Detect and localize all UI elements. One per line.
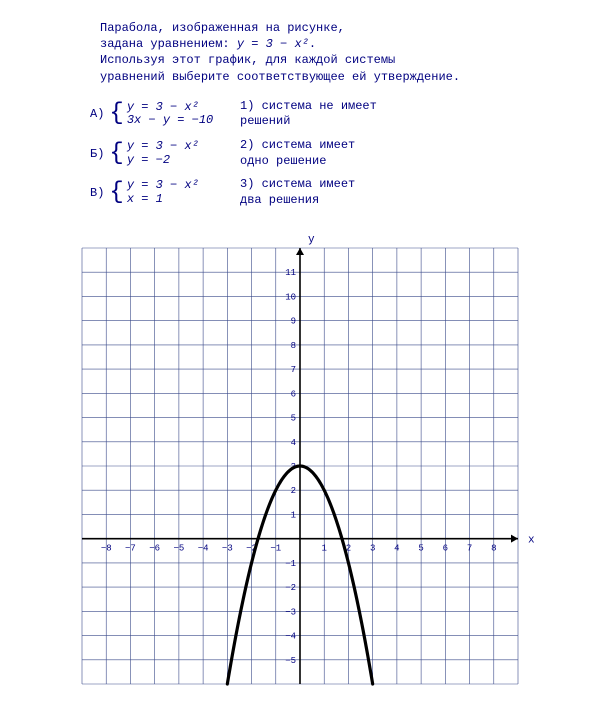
brace-icon: { xyxy=(109,142,123,166)
svg-text:−1: −1 xyxy=(270,544,281,554)
answer-3: 3) система имеет два решения xyxy=(240,177,580,208)
svg-text:−3: −3 xyxy=(222,544,233,554)
option-a-label: А) xyxy=(90,107,104,121)
svg-text:y: y xyxy=(308,234,315,246)
option-b-label: Б) xyxy=(90,147,104,161)
answer-2-text1: система имеет xyxy=(262,138,356,152)
answer-3-text1: система имеет xyxy=(262,177,356,191)
svg-text:4: 4 xyxy=(291,438,296,448)
intro-line4: уравнений выберите соответствующее ей ут… xyxy=(100,70,460,84)
option-row-v: В) { y = 3 − x² x = 1 3) система имеет д… xyxy=(20,177,580,208)
answer-3-num: 3) xyxy=(240,177,254,191)
option-row-a: А) { y = 3 − x² 3x − y = −10 1) система … xyxy=(20,99,580,130)
svg-text:1: 1 xyxy=(291,511,296,521)
option-a-eq2: 3x − y = −10 xyxy=(127,113,213,127)
option-b-eq2: y = −2 xyxy=(127,153,170,167)
svg-text:−8: −8 xyxy=(101,544,112,554)
answer-2-text2: одно решение xyxy=(240,154,326,168)
chart-container: −8−7−6−5−4−3−2−112345678−5−4−3−2−1123456… xyxy=(20,226,580,706)
svg-text:8: 8 xyxy=(491,544,496,554)
brace-icon: { xyxy=(109,181,123,205)
svg-text:3: 3 xyxy=(370,544,375,554)
svg-text:−5: −5 xyxy=(173,544,184,554)
option-a-eq1: y = 3 − x² xyxy=(127,100,199,114)
option-a: А) { y = 3 − x² 3x − y = −10 xyxy=(90,99,240,130)
option-v-eq1: y = 3 − x² xyxy=(127,178,199,192)
intro-line2c: . xyxy=(309,37,316,51)
answer-1-num: 1) xyxy=(240,99,254,113)
option-b-eq1: y = 3 − x² xyxy=(127,139,199,153)
svg-text:1: 1 xyxy=(322,544,327,554)
problem-statement: Парабола, изображенная на рисунке, задан… xyxy=(20,20,580,85)
svg-text:5: 5 xyxy=(291,414,296,424)
svg-text:10: 10 xyxy=(285,293,296,303)
option-b: Б) { y = 3 − x² y = −2 xyxy=(90,138,240,169)
option-row-b: Б) { y = 3 − x² y = −2 2) система имеет … xyxy=(20,138,580,169)
svg-text:−4: −4 xyxy=(285,632,296,642)
answer-3-text2: два решения xyxy=(240,193,319,207)
svg-text:7: 7 xyxy=(291,365,296,375)
answer-1-text2: решений xyxy=(240,114,290,128)
intro-line2a: задана уравнением: xyxy=(100,37,237,51)
svg-text:−5: −5 xyxy=(285,656,296,666)
intro-line1: Парабола, изображенная на рисунке, xyxy=(100,21,345,35)
svg-text:6: 6 xyxy=(443,544,448,554)
svg-text:x: x xyxy=(528,535,535,547)
answer-2-num: 2) xyxy=(240,138,254,152)
svg-text:9: 9 xyxy=(291,317,296,327)
svg-text:−4: −4 xyxy=(198,544,209,554)
brace-icon: { xyxy=(109,102,123,126)
svg-text:2: 2 xyxy=(291,487,296,497)
svg-text:−6: −6 xyxy=(149,544,160,554)
parabola-chart: −8−7−6−5−4−3−2−112345678−5−4−3−2−1123456… xyxy=(60,226,540,706)
option-v-label: В) xyxy=(90,186,104,200)
option-v: В) { y = 3 − x² x = 1 xyxy=(90,177,240,208)
svg-text:−7: −7 xyxy=(125,544,136,554)
svg-text:4: 4 xyxy=(394,544,399,554)
svg-text:8: 8 xyxy=(291,341,296,351)
answer-1: 1) система не имеет решений xyxy=(240,99,580,130)
option-v-eq2: x = 1 xyxy=(127,192,163,206)
intro-line3: Используя этот график, для каждой систем… xyxy=(100,53,395,67)
answer-1-text1: система не имеет xyxy=(262,99,377,113)
svg-text:7: 7 xyxy=(467,544,472,554)
intro-eqn: y = 3 − x² xyxy=(237,37,309,51)
svg-text:−3: −3 xyxy=(285,608,296,618)
svg-text:5: 5 xyxy=(418,544,423,554)
svg-text:−2: −2 xyxy=(285,583,296,593)
svg-text:6: 6 xyxy=(291,390,296,400)
svg-text:11: 11 xyxy=(285,269,296,279)
svg-text:−1: −1 xyxy=(285,559,296,569)
answer-2: 2) система имеет одно решение xyxy=(240,138,580,169)
